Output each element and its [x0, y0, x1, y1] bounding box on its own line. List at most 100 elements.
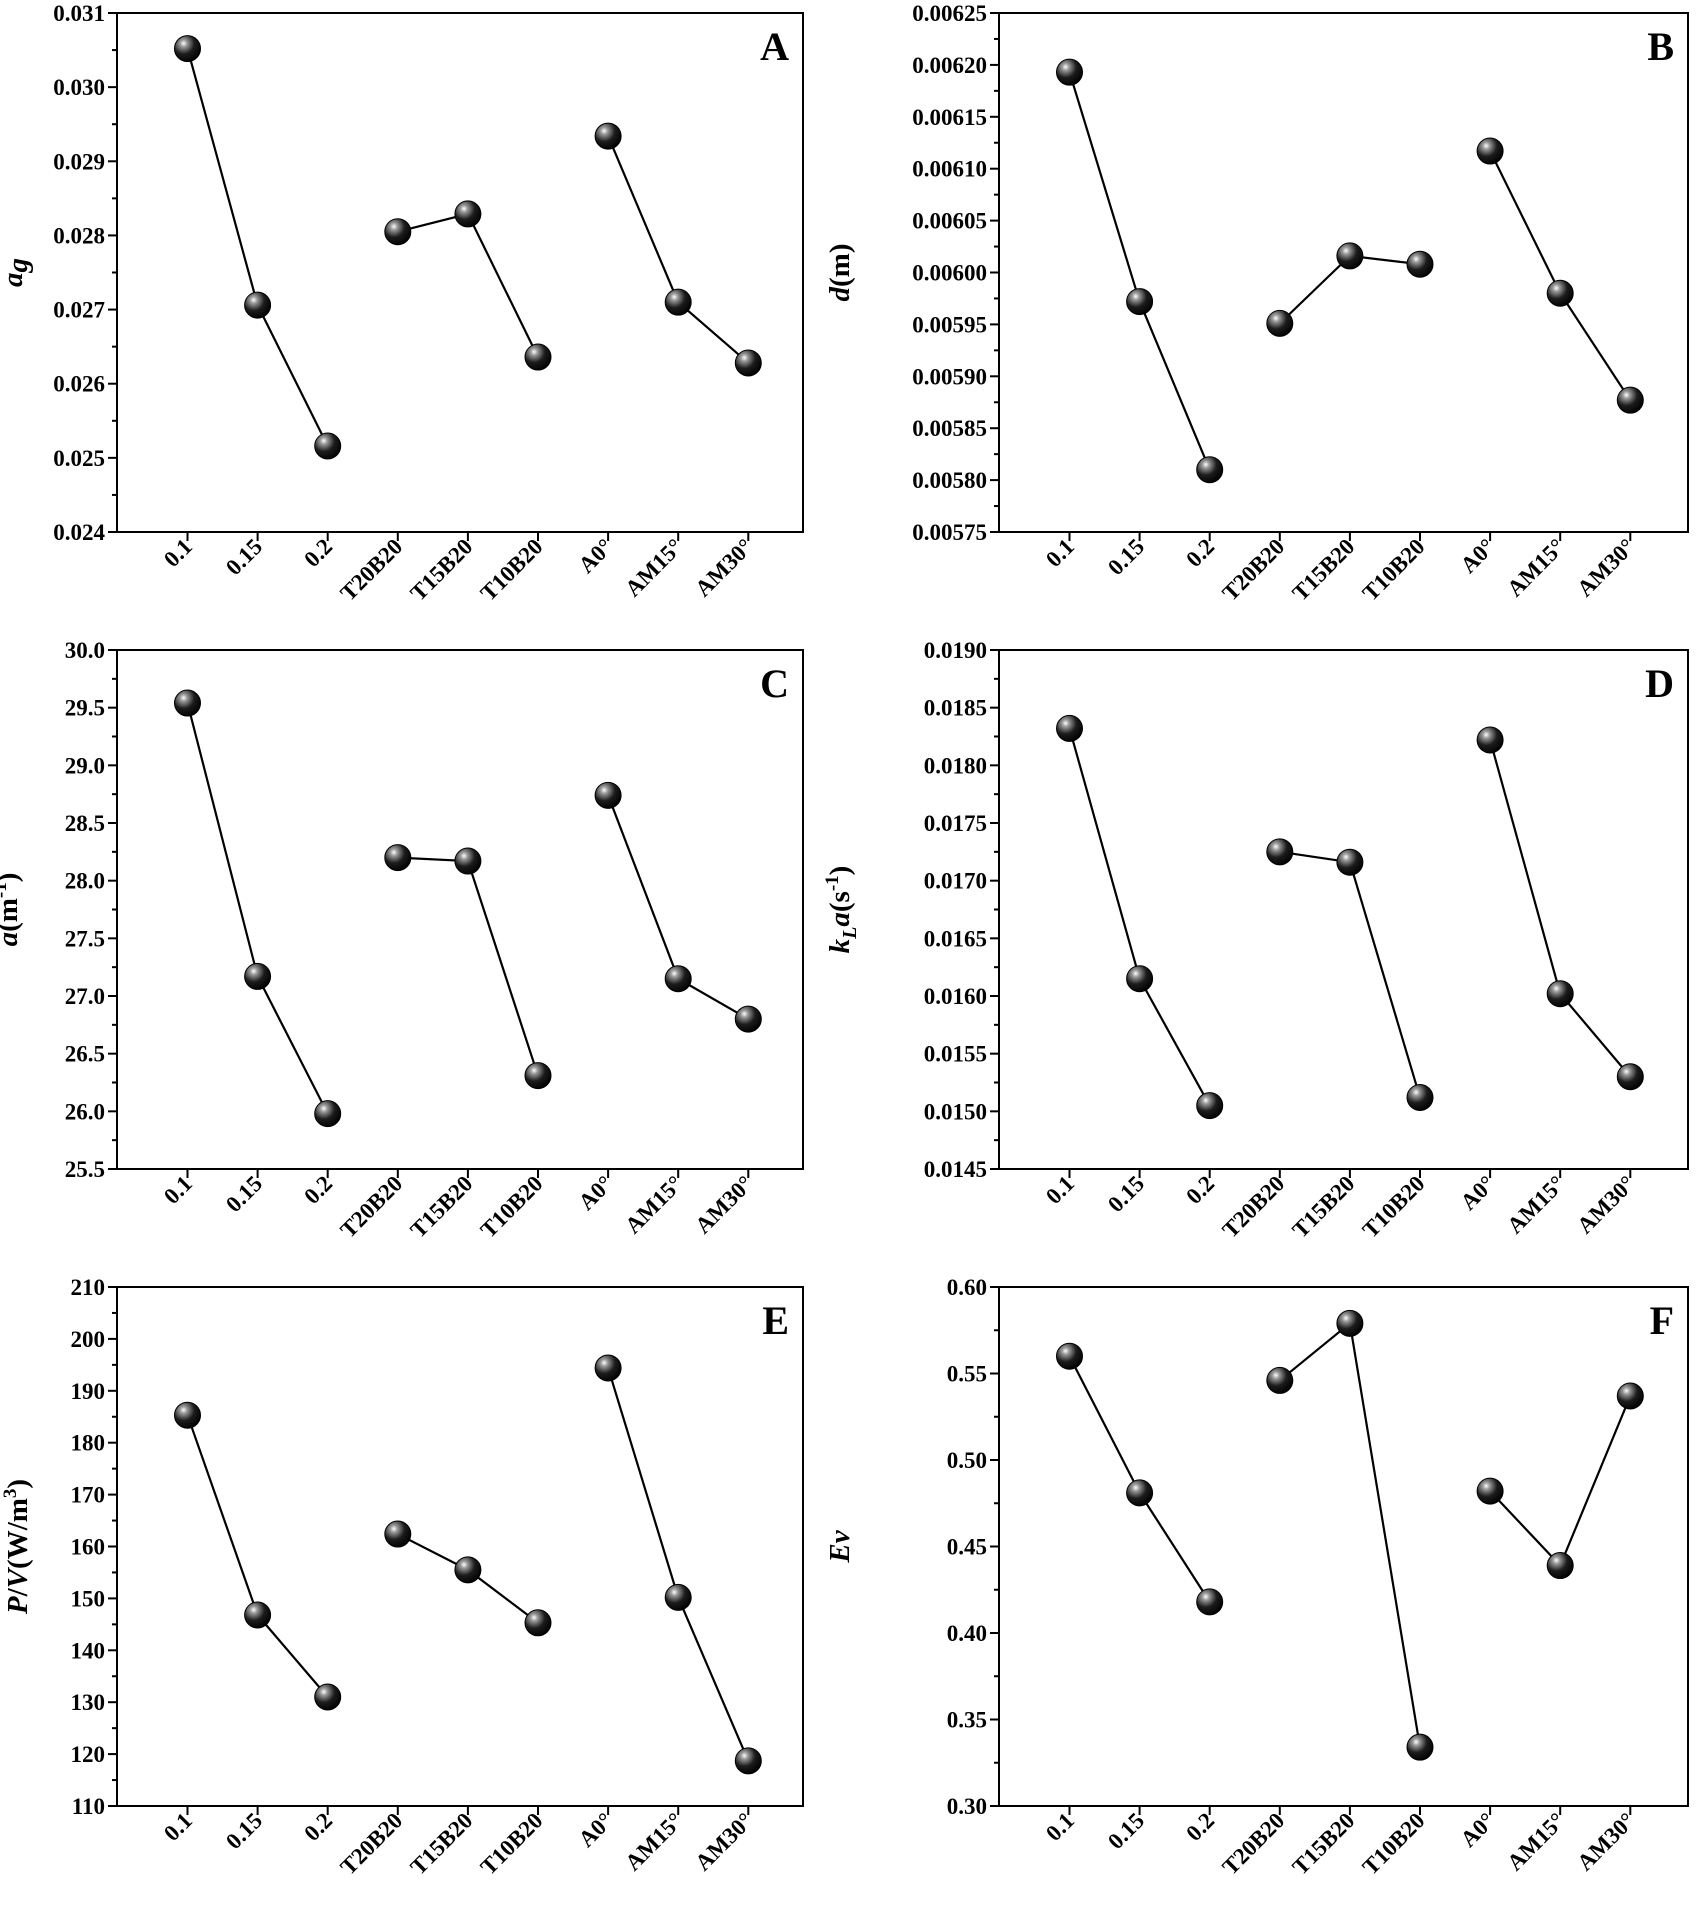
series-line-f-3 [1489, 1395, 1632, 1568]
y-tick-label-e: 190 [71, 1379, 106, 1404]
x-category-label-f: 0.1 [1041, 1808, 1079, 1846]
y-axis-label-d: kLa(s-1) [822, 866, 861, 954]
panel-e: 110 120 130 140 150 160 170 180 190 200 210 0.1 0.15… [0, 1275, 804, 1880]
y-tick-label-d: 0.0190 [924, 638, 987, 663]
plot-frame-c [116, 649, 804, 1170]
data-point-d [1546, 980, 1574, 1008]
x-category-label-d: 0.15 [1103, 1171, 1149, 1217]
x-category-label-e: AM30° [690, 1808, 758, 1876]
y-tick-label-c: 27.5 [65, 926, 105, 951]
x-category-label-d: A0° [1456, 1171, 1500, 1215]
y-tick-label-b: 0.00610 [912, 157, 987, 182]
x-category-label-d: T20B20 [1217, 1171, 1289, 1243]
y-tick-label-c: 25.5 [65, 1157, 105, 1182]
data-point-e [664, 1583, 692, 1611]
data-point-c [314, 1100, 342, 1128]
y-tick-label-b: 0.00595 [912, 312, 987, 337]
y-tick-label-e: 140 [71, 1638, 106, 1663]
x-category-label-e: T10B20 [476, 1808, 548, 1880]
x-category-label-e: 0.15 [221, 1808, 267, 1854]
y-tick-label-c: 26.5 [65, 1042, 105, 1067]
data-point-c [524, 1062, 552, 1090]
data-point-f [1406, 1733, 1434, 1761]
y-tick-label-d: 0.0185 [924, 696, 987, 721]
panel-letter-d: D [1645, 661, 1674, 706]
series-line-f-2 [1279, 1321, 1422, 1748]
data-point-e [594, 1354, 622, 1382]
x-category-label-a: 0.15 [221, 534, 267, 580]
y-tick-label-b: 0.00590 [912, 364, 987, 389]
plot-frame-e [116, 1286, 804, 1807]
y-tick-label-f: 0.50 [947, 1448, 987, 1473]
data-point-b [1126, 288, 1154, 316]
y-tick-label-e: 130 [71, 1690, 106, 1715]
plot-frame-b [998, 12, 1689, 533]
x-category-label-d: T15B20 [1288, 1171, 1360, 1243]
data-point-d [1196, 1092, 1224, 1120]
x-category-label-c: T15B20 [406, 1171, 478, 1243]
data-point-f [1056, 1342, 1083, 1370]
x-category-label-c: 0.15 [221, 1171, 267, 1217]
data-point-f [1546, 1552, 1574, 1580]
y-tick-label-b: 0.00620 [912, 53, 987, 78]
x-category-label-f: 0.15 [1103, 1808, 1149, 1854]
series-line-c-2 [397, 856, 540, 1076]
x-category-label-e: A0° [574, 1808, 618, 1852]
x-category-label-c: 0.2 [299, 1171, 337, 1209]
x-category-label-a: AM15° [620, 534, 688, 602]
y-tick-label-d: 0.0150 [924, 1099, 987, 1124]
panel-b: 0.00575 0.00580 0.00585 0.00590 0.00595 0.006… [824, 1, 1689, 606]
x-category-label-d: T10B20 [1358, 1171, 1430, 1243]
x-category-label-e: T15B20 [406, 1808, 478, 1880]
x-category-label-c: T10B20 [476, 1171, 548, 1243]
y-tick-label-b: 0.00600 [912, 261, 987, 286]
data-point-a [594, 122, 622, 150]
y-tick-label-b: 0.00585 [912, 416, 987, 441]
plot-frame-f [998, 1286, 1689, 1807]
panel-f: 0.30 0.35 0.40 0.45 0.50 0.55 0.60 0.1 0.15 0.2T2… [824, 1275, 1689, 1880]
y-tick-label-e: 170 [71, 1483, 106, 1508]
x-category-label-d: 0.1 [1041, 1171, 1079, 1209]
y-tick-label-d: 0.0180 [924, 753, 987, 778]
series-line-e-1 [186, 1414, 329, 1698]
x-category-label-b: 0.15 [1103, 534, 1149, 580]
y-tick-label-c: 29.0 [65, 753, 105, 778]
data-point-a [384, 218, 412, 246]
x-category-label-d: 0.2 [1181, 1171, 1219, 1209]
y-tick-label-a: 0.027 [53, 298, 105, 323]
x-category-label-f: T20B20 [1217, 1808, 1289, 1880]
data-point-f [1476, 1477, 1504, 1505]
data-point-a [454, 200, 482, 228]
series-line-d-3 [1489, 739, 1632, 1078]
x-category-label-e: T20B20 [335, 1808, 407, 1880]
data-point-f [1616, 1382, 1644, 1410]
y-tick-label-e: 160 [71, 1535, 106, 1560]
x-category-label-d: AM15° [1502, 1171, 1570, 1239]
y-tick-label-a: 0.031 [53, 1, 105, 26]
y-tick-label-a: 0.026 [53, 372, 105, 397]
x-category-label-c: T20B20 [335, 1171, 407, 1243]
data-point-a [244, 291, 272, 319]
x-category-label-a: T10B20 [476, 534, 548, 606]
data-point-e [524, 1609, 552, 1637]
panel-letter-c: C [760, 661, 789, 706]
data-point-b [1266, 309, 1294, 337]
y-axis-label-c: a(m-1) [0, 873, 24, 947]
data-point-c [734, 1005, 762, 1033]
y-tick-label-c: 27.0 [65, 984, 105, 1009]
data-point-a [174, 35, 201, 63]
x-category-label-b: 0.1 [1041, 534, 1079, 572]
y-tick-label-c: 29.5 [65, 696, 105, 721]
series-line-a-3 [607, 135, 750, 364]
series-line-d-2 [1279, 850, 1422, 1098]
series-line-d-1 [1068, 728, 1211, 1107]
data-point-b [1476, 137, 1504, 165]
y-tick-label-b: 0.00615 [912, 105, 987, 130]
data-point-c [454, 847, 482, 875]
y-tick-label-f: 0.30 [947, 1794, 987, 1819]
panel-a: 0.024 0.025 0.026 0.027 0.028 0.029 0.030 0.031… [0, 1, 804, 606]
y-tick-label-a: 0.029 [53, 149, 105, 174]
x-category-label-c: 0.1 [159, 1171, 197, 1209]
x-category-label-e: 0.1 [159, 1808, 197, 1846]
panel-letter-e: E [762, 1298, 789, 1343]
